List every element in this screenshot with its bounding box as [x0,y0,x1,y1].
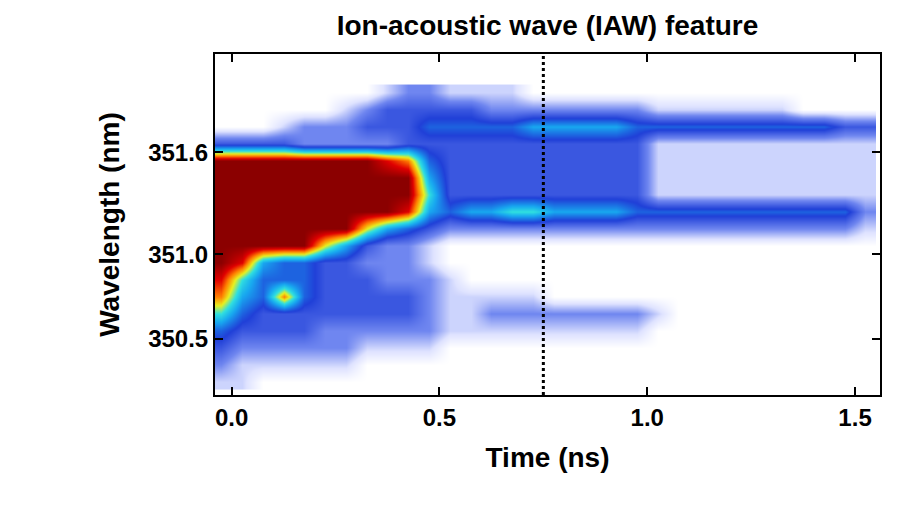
svg-text:Time (ns): Time (ns) [486,442,610,473]
svg-text:0.5: 0.5 [423,404,456,431]
svg-text:1.5: 1.5 [838,404,871,431]
svg-text:Ion-acoustic wave (IAW) featur: Ion-acoustic wave (IAW) feature [337,10,759,41]
svg-text:351.0: 351.0 [148,241,208,268]
svg-text:0.0: 0.0 [215,404,248,431]
svg-text:351.6: 351.6 [148,139,208,166]
svg-text:Wavelength (nm): Wavelength (nm) [94,112,125,337]
svg-text:1.0: 1.0 [631,404,664,431]
svg-text:350.5: 350.5 [148,325,208,352]
